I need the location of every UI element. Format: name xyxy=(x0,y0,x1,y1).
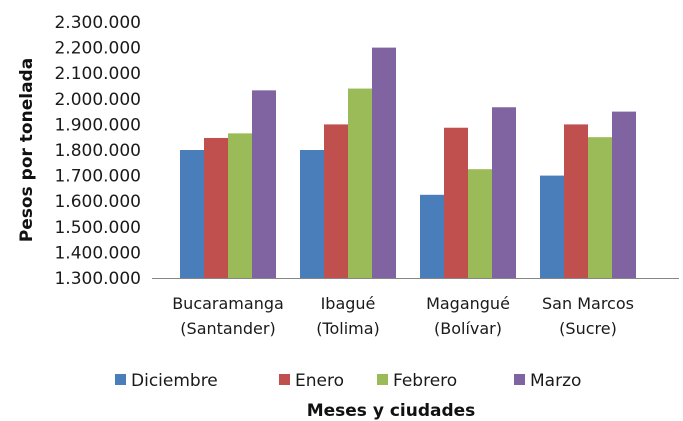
x-category-label: Bucaramanga xyxy=(172,294,284,313)
bar-diciembre-1 xyxy=(180,150,204,278)
y-tick-label: 2.300.000 xyxy=(54,13,141,33)
x-category-label: Ibagué xyxy=(321,294,376,313)
bar-enero-4 xyxy=(564,124,588,279)
legend-label-enero: Enero xyxy=(295,371,344,391)
bar-marzo-4 xyxy=(612,111,636,278)
y-axis-ticks: 1.300.000 1.400.000 1.500.000 1.600.000 1.70… xyxy=(54,13,141,289)
x-axis-category-labels: Bucaramanga (Santander) Ibagué (Tolima) Maga… xyxy=(172,294,634,338)
x-category-label: (Santander) xyxy=(180,319,275,338)
bar-diciembre-4 xyxy=(540,175,564,278)
bar-enero-1 xyxy=(204,137,228,278)
bar-diciembre-2 xyxy=(300,150,324,278)
x-category-label: San Marcos xyxy=(542,294,634,313)
y-tick-label: 2.000.000 xyxy=(54,90,141,110)
y-tick-label: 1.800.000 xyxy=(54,141,141,161)
bar-marzo-3 xyxy=(492,107,516,278)
legend-swatch-enero xyxy=(279,374,290,385)
legend-swatch-febrero xyxy=(377,374,388,385)
bar-febrero-2 xyxy=(348,88,372,278)
y-axis-title: Pesos por tonelada xyxy=(17,58,37,242)
bar-febrero-1 xyxy=(228,133,252,278)
legend: Diciembre Enero Febrero Marzo xyxy=(115,371,581,391)
x-category-label: Magangué xyxy=(426,294,510,313)
bar-diciembre-3 xyxy=(420,194,444,278)
legend-label-febrero: Febrero xyxy=(393,371,457,391)
bar-febrero-4 xyxy=(588,137,612,278)
legend-label-marzo: Marzo xyxy=(530,371,581,391)
legend-label-diciembre: Diciembre xyxy=(131,371,218,391)
bar-marzo-1 xyxy=(252,90,276,279)
bar-enero-3 xyxy=(444,127,468,278)
y-tick-label: 1.900.000 xyxy=(54,115,141,135)
y-tick-label: 1.500.000 xyxy=(54,218,141,238)
y-tick-label: 1.700.000 xyxy=(54,167,141,187)
x-category-label: (Sucre) xyxy=(559,319,617,338)
x-category-label: (Bolívar) xyxy=(434,319,502,338)
y-tick-label: 1.600.000 xyxy=(54,192,141,212)
legend-swatch-diciembre xyxy=(115,374,126,385)
y-tick-label: 1.300.000 xyxy=(54,269,141,289)
x-category-label: (Tolima) xyxy=(316,319,380,338)
y-tick-label: 2.200.000 xyxy=(54,39,141,59)
bar-febrero-3 xyxy=(468,169,492,278)
bar-marzo-2 xyxy=(372,47,396,278)
y-tick-label: 2.100.000 xyxy=(54,64,141,84)
bar-enero-2 xyxy=(324,124,348,279)
bars xyxy=(180,47,636,279)
x-axis-title: Meses y ciudades xyxy=(307,401,476,421)
y-tick-label: 1.400.000 xyxy=(54,243,141,263)
legend-swatch-marzo xyxy=(514,374,525,385)
